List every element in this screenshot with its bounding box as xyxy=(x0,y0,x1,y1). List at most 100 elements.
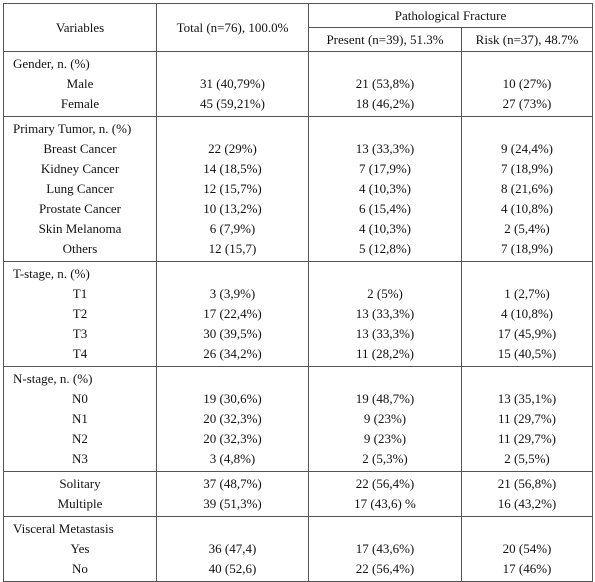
row-label: T2 xyxy=(72,306,88,321)
spacer xyxy=(462,264,592,284)
row-label: N2 xyxy=(72,431,88,446)
spacer xyxy=(462,519,592,539)
table-value: 4 (10,8%) xyxy=(501,306,553,321)
row-label: Breast Cancer xyxy=(43,141,117,156)
table-value: 17 (43,6%) xyxy=(355,541,415,556)
row-label: Kidney Cancer xyxy=(40,161,120,176)
total-cell: 3 (3,9%) 17 (22,4%) 30 (39,5%) 26 (34,2%) xyxy=(156,261,309,367)
table-value: 10 (27%) xyxy=(502,76,552,91)
table-value: 22 (56,4%) xyxy=(355,561,415,576)
table-value: 5 (12,8%) xyxy=(359,241,411,256)
table-value: 13 (33,3%) xyxy=(355,326,415,341)
risk-cell: 13 (35,1%) 11 (29,7%) 11 (29,7%) 2 (5,5%) xyxy=(461,366,593,472)
table-value: 3 (4,8%) xyxy=(209,451,256,466)
section-title: T-stage, n. (%) xyxy=(13,266,90,281)
spacer xyxy=(157,369,308,389)
header-total: Total (n=76), 100.0% xyxy=(156,3,309,52)
table-value: 13 (33,3%) xyxy=(355,141,415,156)
row-label: Skin Melanoma xyxy=(38,221,122,236)
row-label: N1 xyxy=(72,411,88,426)
table-value: 7 (18,9%) xyxy=(501,161,553,176)
variable-cell: Solitary Multiple xyxy=(3,471,157,517)
spacer xyxy=(309,119,461,139)
total-cell: 37 (48,7%) 39 (51,3%) xyxy=(156,471,309,517)
table-value: 20 (32,3%) xyxy=(203,411,262,426)
table-value: 12 (15,7) xyxy=(208,241,257,256)
spacer xyxy=(157,119,308,139)
table-value: 26 (34,2%) xyxy=(203,346,262,361)
table-value: 6 (15,4%) xyxy=(359,201,411,216)
present-cell: 2 (5%) 13 (33,3%) 13 (33,3%) 11 (28,2%) xyxy=(308,261,462,367)
spacer xyxy=(462,119,592,139)
table-value: 18 (46,2%) xyxy=(355,96,415,111)
present-cell: 19 (48,7%) 9 (23%) 9 (23%) 2 (5,3%) xyxy=(308,366,462,472)
table-value: 6 (7,9%) xyxy=(209,221,256,236)
table-section: Solitary Multiple 37 (48,7%) 39 (51,3%) 22 (… xyxy=(3,471,593,517)
row-label: Lung Cancer xyxy=(46,181,114,196)
spacer xyxy=(309,369,461,389)
header-variables: Variables xyxy=(3,3,157,52)
spacer xyxy=(157,519,308,539)
row-label: T1 xyxy=(72,286,88,301)
table-value: 2 (5,5%) xyxy=(504,451,550,466)
table-value: 9 (23%) xyxy=(363,431,407,446)
present-cell: 21 (53,8%) 18 (46,2%) xyxy=(308,51,462,117)
section-title: Primary Tumor, n. (%) xyxy=(13,121,132,136)
total-cell: 31 (40,79%) 45 (59,21%) xyxy=(156,51,309,117)
table-value: 10 (13,2%) xyxy=(203,201,262,216)
row-label: No xyxy=(72,561,88,576)
table-value: 3 (3,9%) xyxy=(209,286,256,301)
header-group: Pathological Fracture xyxy=(308,3,593,28)
table-value: 9 (24,4%) xyxy=(501,141,553,156)
table-value: 22 (56,4%) xyxy=(355,476,415,491)
table-value: 11 (29,7%) xyxy=(497,431,556,446)
section-title: N-stage, n. (%) xyxy=(13,371,93,386)
table-value: 4 (10,8%) xyxy=(501,201,553,216)
table-value: 2 (5,4%) xyxy=(504,221,550,236)
table-value: 45 (59,21%) xyxy=(200,96,265,111)
table-section: Primary Tumor, n. (%) Breast Cancer Kidney… xyxy=(3,116,593,262)
header-risk: Risk (n=37), 48.7% xyxy=(461,27,593,52)
table-value: 7 (17,9%) xyxy=(359,161,411,176)
risk-cell: 20 (54%) 17 (46%) xyxy=(461,516,593,582)
spacer xyxy=(309,54,461,74)
variable-cell: Visceral Metastasis Yes No xyxy=(3,516,157,582)
table-value: 11 (28,2%) xyxy=(355,346,414,361)
variable-cell: T-stage, n. (%) T1 T2 T3 T4 xyxy=(3,261,157,367)
table-value: 19 (48,7%) xyxy=(355,391,415,406)
table-value: 39 (51,3%) xyxy=(203,496,262,511)
row-label: Multiple xyxy=(57,496,103,511)
spacer xyxy=(309,264,461,284)
table-value: 30 (39,5%) xyxy=(203,326,262,341)
spacer xyxy=(157,54,308,74)
table-value: 20 (54%) xyxy=(502,541,552,556)
row-label: Yes xyxy=(70,541,90,556)
table-value: 2 (5,3%) xyxy=(362,451,408,466)
risk-cell: 10 (27%) 27 (73%) xyxy=(461,51,593,117)
table-value: 4 (10,3%) xyxy=(359,221,411,236)
table-value: 12 (15,7%) xyxy=(203,181,262,196)
table-value: 9 (23%) xyxy=(363,411,407,426)
section-title: Visceral Metastasis xyxy=(13,521,114,536)
table-value: 4 (10,3%) xyxy=(359,181,411,196)
table-value: 7 (18,9%) xyxy=(501,241,553,256)
table-section: T-stage, n. (%) T1 T2 T3 T4 3 (3,9%) 17 (22,4%… xyxy=(3,261,593,367)
table-value: 37 (48,7%) xyxy=(203,476,262,491)
row-label: Female xyxy=(60,96,100,111)
table-value: 17 (45,9%) xyxy=(497,326,557,341)
variable-cell: Gender, n. (%) Male Female xyxy=(3,51,157,117)
table-value: 21 (56,8%) xyxy=(497,476,557,491)
risk-cell: 1 (2,7%) 4 (10,8%) 17 (45,9%) 15 (40,5%) xyxy=(461,261,593,367)
row-label: Prostate Cancer xyxy=(39,201,121,216)
table-value: 22 (29%) xyxy=(208,141,257,156)
table-value: 21 (53,8%) xyxy=(355,76,415,91)
row-label: T4 xyxy=(72,346,88,361)
table-value: 13 (35,1%) xyxy=(497,391,557,406)
table-value: 17 (22,4%) xyxy=(203,306,262,321)
table-section: Gender, n. (%) Male Female 31 (40,79%) 45 (5… xyxy=(3,51,593,117)
table-value: 36 (47,4) xyxy=(208,541,257,556)
row-label: N3 xyxy=(72,451,88,466)
spacer xyxy=(462,369,592,389)
total-cell: 22 (29%) 14 (18,5%) 12 (15,7%) 10 (13,2%) 6 … xyxy=(156,116,309,262)
table-value: 14 (18,5%) xyxy=(203,161,262,176)
